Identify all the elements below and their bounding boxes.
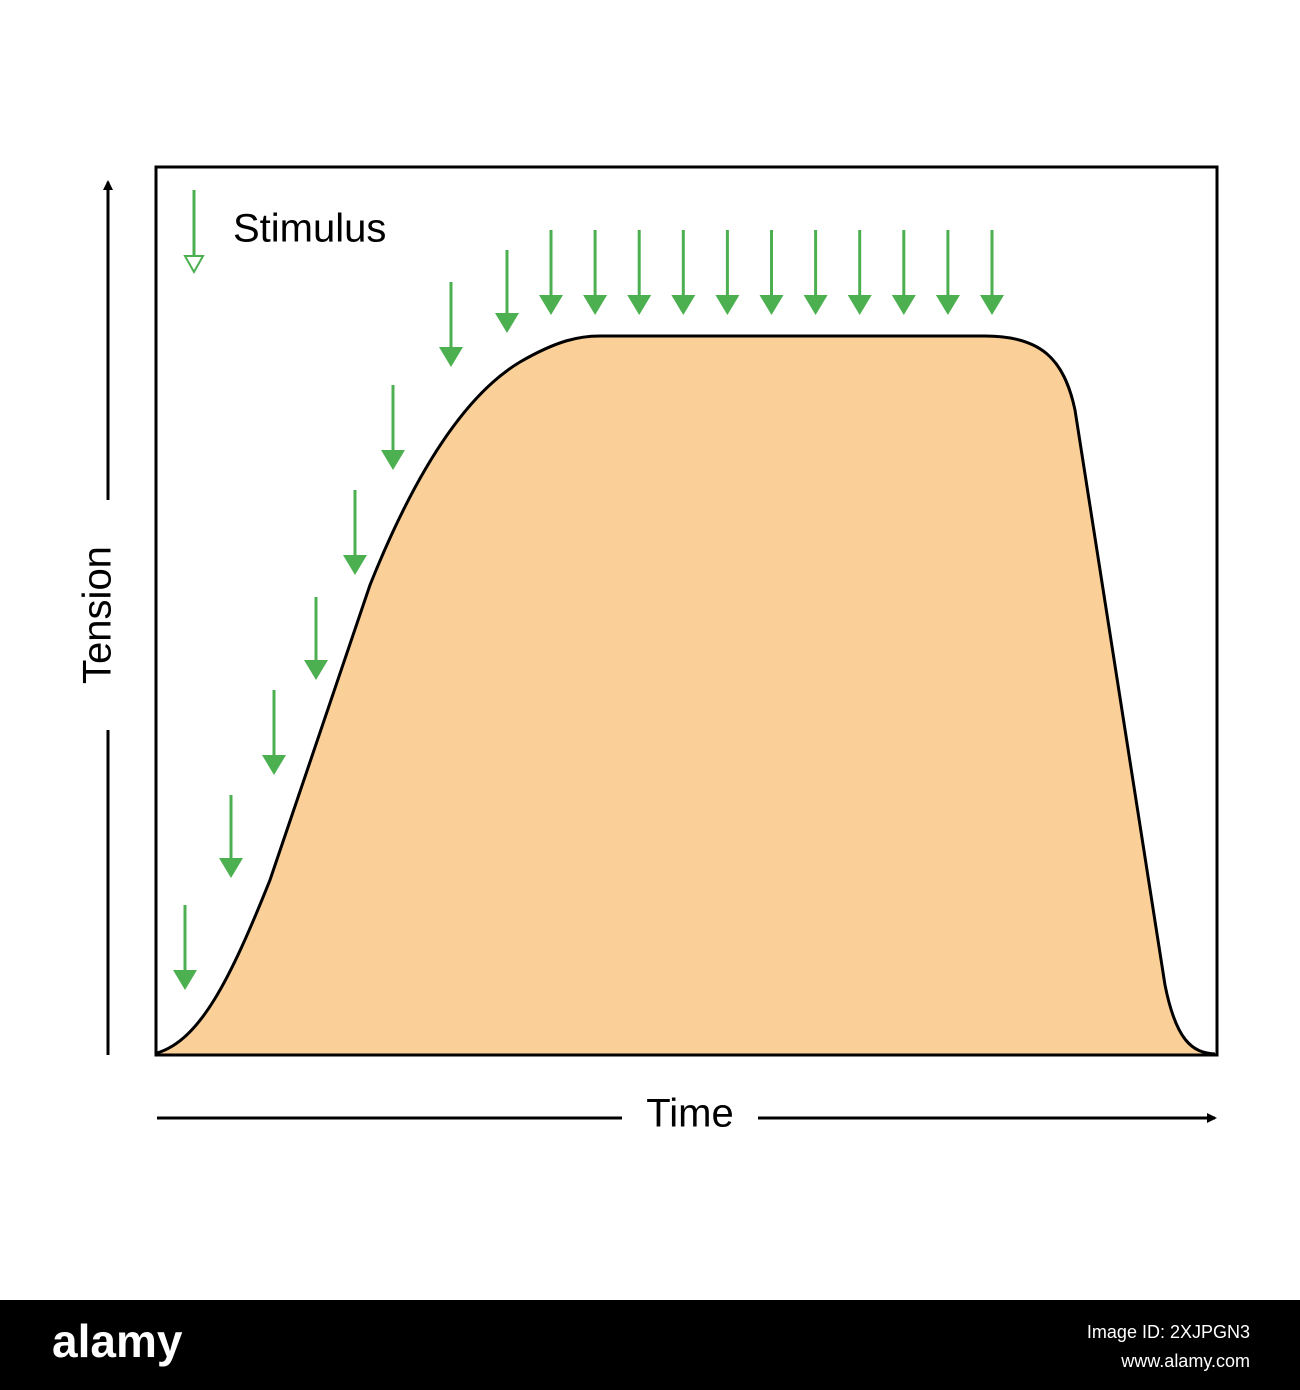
- legend-arrow-head: [183, 255, 205, 275]
- x-axis-label: Time: [646, 1092, 733, 1136]
- plot-frame: [154, 165, 1219, 1057]
- footer-brand: alamy: [52, 1315, 183, 1367]
- stimulus-arrow-head: [343, 555, 367, 575]
- stimulus-arrow-head: [439, 347, 463, 367]
- stimulus-arrow-head: [173, 970, 197, 990]
- footer-bar: [0, 1300, 1300, 1390]
- stimulus-arrow-head: [891, 295, 916, 315]
- stimulus-arrow-head: [980, 295, 1004, 315]
- stimulus-arrow-head: [803, 295, 828, 315]
- stimulus-arrow-head: [381, 450, 405, 470]
- footer-image-id: Image ID: 2XJPGN3: [1087, 1322, 1250, 1342]
- stimulus-arrow-head: [759, 295, 784, 315]
- stimulus-arrow-head: [627, 295, 652, 315]
- legend-label: Stimulus: [233, 207, 386, 251]
- stimulus-arrow-head: [219, 858, 243, 878]
- stimulus-arrow-head: [671, 295, 696, 315]
- stimulus-arrow-head: [715, 295, 740, 315]
- legend: Stimulus: [183, 190, 386, 275]
- stimulus-arrow-head: [495, 313, 519, 333]
- stimulus-arrow-head: [539, 295, 563, 315]
- stimulus-arrow-head: [935, 295, 960, 315]
- stimulus-arrows: [173, 230, 1004, 990]
- tension-curve: [156, 334, 1216, 1056]
- stimulus-arrow-head: [262, 755, 286, 775]
- stimulus-arrow-head: [583, 295, 608, 315]
- stimulus-arrow-head: [847, 295, 872, 315]
- y-axis-label: Tension: [76, 546, 120, 684]
- tension-area: [157, 336, 1215, 1054]
- stimulus-arrow-head: [304, 660, 328, 680]
- footer-url: www.alamy.com: [1120, 1351, 1250, 1371]
